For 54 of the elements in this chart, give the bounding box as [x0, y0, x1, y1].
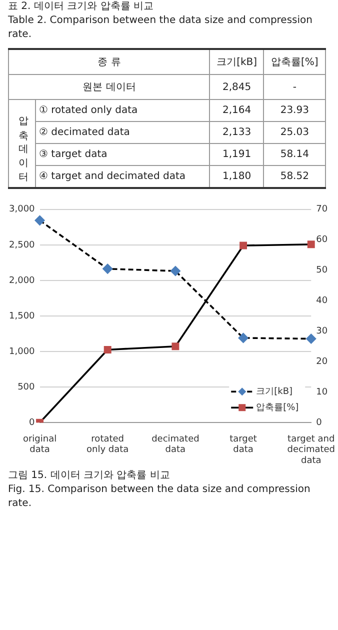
- y2-tick-label: 50: [316, 266, 328, 276]
- text: 1,180: [210, 166, 264, 188]
- x-tick-label: original data: [22, 434, 57, 456]
- y-tick-label: 2,000: [9, 276, 36, 286]
- y-tick-label: 0: [29, 418, 36, 428]
- text: 2,133: [210, 122, 264, 144]
- text: 58.52: [264, 166, 326, 188]
- point: [238, 333, 248, 343]
- y-tick-label: 1,000: [9, 346, 36, 357]
- y2-tick-label: 10: [316, 387, 328, 398]
- text: ③ target data: [36, 144, 210, 166]
- y2-tick-label: 40: [316, 296, 328, 306]
- point: [172, 342, 180, 350]
- text: -: [264, 74, 326, 100]
- text: ① rotated only data: [36, 100, 210, 122]
- caption: 그림 15. 데이터 크기와 압축률 비교: [7, 469, 171, 483]
- text: 1,191: [210, 144, 264, 166]
- text: 2,845: [210, 74, 264, 100]
- x-tick-label: decimated data: [152, 434, 200, 456]
- caption: Fig. 15. Comparison between the data size and compression rate.: [7, 483, 312, 511]
- point: [306, 334, 316, 344]
- y2-tick-label: 70: [316, 204, 328, 215]
- legend-label: 압축률[%]: [256, 402, 299, 413]
- y2-tick-label: 0: [316, 418, 322, 428]
- y-tick-label: 3,000: [9, 204, 36, 215]
- point: [34, 216, 45, 226]
- text: 23.93: [264, 100, 326, 122]
- caption: Table 2. Comparison between the data size and compression rate.: [7, 14, 314, 42]
- y-tick-label: 1,500: [9, 311, 36, 322]
- legend-label: 크기[kB]: [256, 386, 293, 397]
- y-tick-label: 500: [18, 382, 36, 392]
- point: [170, 266, 180, 276]
- y-tick-label: 2,500: [9, 240, 36, 250]
- text: 압축률[%]: [264, 49, 326, 74]
- text: 크기[kB]: [210, 49, 264, 74]
- point: [104, 346, 112, 354]
- y2-tick-label: 30: [316, 326, 328, 337]
- text: ④ target and decimated data: [36, 166, 210, 188]
- x-tick-label: target data: [230, 434, 258, 456]
- y2-tick-label: 60: [316, 235, 328, 246]
- point: [240, 242, 248, 250]
- point: [102, 264, 113, 274]
- text: 종 류: [8, 49, 210, 74]
- text: 58.14: [264, 144, 326, 166]
- y2-tick-label: 20: [316, 357, 328, 368]
- x-tick-label: rotated only data: [86, 434, 129, 456]
- text: 2,164: [210, 100, 264, 122]
- x-tick-label: target and decimated data: [287, 434, 336, 466]
- text: ② decimated data: [36, 122, 210, 144]
- text: 표 2. 데이터 크기와 압축률 비교: [7, 0, 154, 14]
- point: [307, 240, 315, 248]
- text: 원본 데이터: [8, 74, 210, 100]
- text: 25.03: [264, 122, 326, 144]
- text: 압축데이터: [8, 100, 36, 188]
